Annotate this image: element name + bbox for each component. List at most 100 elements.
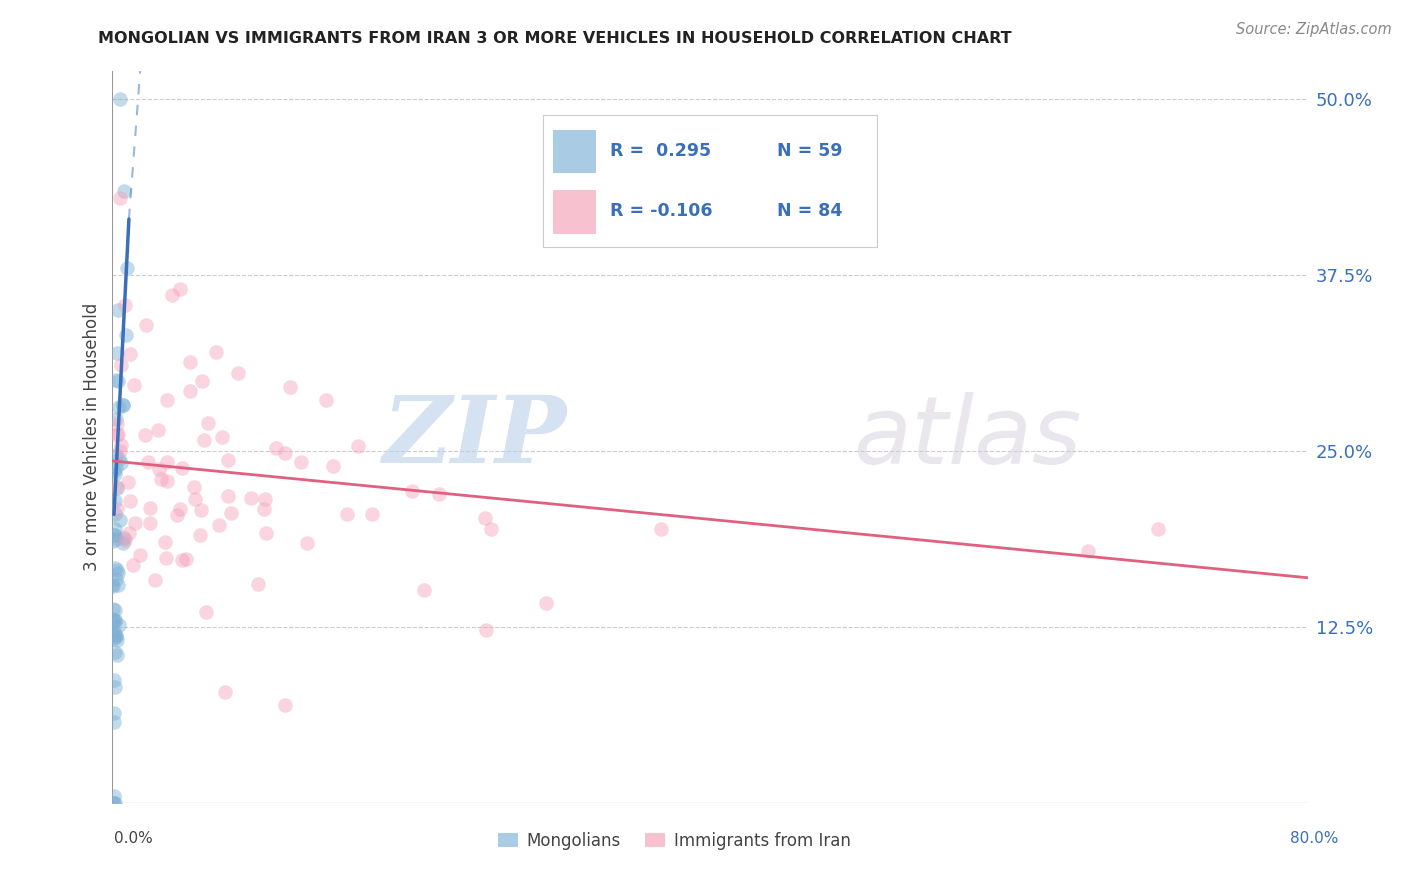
- Point: [148, 423, 170, 437]
- Point: [479, 522, 502, 536]
- Point: [105, 482, 128, 496]
- Point: [336, 507, 359, 521]
- Point: [107, 563, 129, 577]
- Point: [104, 573, 127, 587]
- Point: [117, 475, 139, 489]
- Point: [278, 380, 301, 394]
- Point: [650, 522, 672, 536]
- Point: [1077, 544, 1099, 558]
- Point: [219, 506, 242, 520]
- Point: [107, 566, 129, 581]
- Point: [190, 502, 212, 516]
- Point: [114, 533, 136, 548]
- Text: 0.0%: 0.0%: [114, 831, 153, 846]
- Point: [118, 526, 141, 541]
- Point: [172, 552, 194, 566]
- Point: [162, 287, 184, 301]
- Point: [1147, 521, 1170, 535]
- Point: [360, 507, 382, 521]
- Point: [104, 467, 127, 481]
- Point: [105, 648, 128, 662]
- Point: [156, 455, 179, 469]
- Point: [122, 558, 145, 572]
- Point: [184, 491, 207, 506]
- Point: [134, 428, 156, 442]
- Point: [104, 560, 127, 574]
- Point: [104, 528, 127, 542]
- Point: [110, 456, 132, 470]
- Point: [103, 631, 125, 645]
- Text: atlas: atlas: [853, 392, 1081, 483]
- Point: [247, 577, 270, 591]
- Point: [197, 417, 219, 431]
- Point: [148, 462, 170, 476]
- Point: [107, 578, 129, 592]
- Point: [105, 480, 128, 494]
- Point: [183, 481, 205, 495]
- Point: [315, 393, 337, 408]
- Point: [103, 464, 125, 478]
- Point: [103, 528, 125, 542]
- Point: [274, 698, 297, 713]
- Point: [217, 490, 239, 504]
- Point: [179, 355, 201, 369]
- Point: [112, 536, 135, 550]
- Text: MONGOLIAN VS IMMIGRANTS FROM IRAN 3 OR MORE VEHICLES IN HOUSEHOLD CORRELATION CH: MONGOLIAN VS IMMIGRANTS FROM IRAN 3 OR M…: [98, 31, 1012, 46]
- Point: [115, 327, 138, 342]
- Point: [253, 491, 276, 506]
- Point: [108, 443, 131, 458]
- Point: [105, 632, 128, 647]
- Point: [103, 628, 125, 642]
- Point: [108, 191, 131, 205]
- Point: [110, 438, 132, 452]
- Point: [179, 384, 201, 398]
- Point: [117, 261, 139, 276]
- Point: [103, 645, 125, 659]
- Point: [105, 345, 128, 359]
- Point: [273, 445, 295, 459]
- Point: [114, 531, 136, 545]
- Point: [101, 602, 124, 616]
- Point: [138, 500, 160, 515]
- Point: [105, 412, 128, 426]
- Point: [112, 398, 135, 412]
- Point: [103, 796, 125, 810]
- Point: [156, 393, 179, 408]
- Point: [104, 494, 127, 508]
- Point: [104, 603, 127, 617]
- Point: [254, 525, 277, 540]
- Point: [104, 532, 127, 546]
- Point: [170, 461, 193, 475]
- Point: [101, 616, 124, 631]
- Point: [135, 318, 157, 333]
- Text: ZIP: ZIP: [382, 392, 567, 482]
- Point: [194, 605, 217, 619]
- Point: [103, 706, 125, 720]
- Point: [104, 614, 127, 628]
- Point: [101, 796, 124, 810]
- Point: [120, 494, 142, 508]
- Legend: Mongolians, Immigrants from Iran: Mongolians, Immigrants from Iran: [491, 825, 858, 856]
- Y-axis label: 3 or more Vehicles in Household: 3 or more Vehicles in Household: [83, 303, 101, 571]
- Point: [104, 461, 127, 475]
- Point: [322, 458, 344, 473]
- Point: [290, 455, 312, 469]
- Point: [104, 508, 127, 522]
- Point: [211, 429, 233, 443]
- Point: [108, 93, 131, 107]
- Point: [208, 517, 231, 532]
- Point: [136, 455, 159, 469]
- Point: [104, 627, 127, 641]
- Point: [169, 282, 191, 296]
- Point: [101, 612, 124, 626]
- Point: [110, 359, 132, 373]
- Point: [176, 551, 198, 566]
- Point: [239, 491, 262, 505]
- Point: [475, 623, 498, 637]
- Text: 80.0%: 80.0%: [1291, 831, 1339, 846]
- Point: [108, 400, 131, 414]
- Point: [193, 433, 215, 447]
- Point: [114, 184, 135, 198]
- Point: [104, 448, 127, 462]
- Point: [104, 680, 127, 694]
